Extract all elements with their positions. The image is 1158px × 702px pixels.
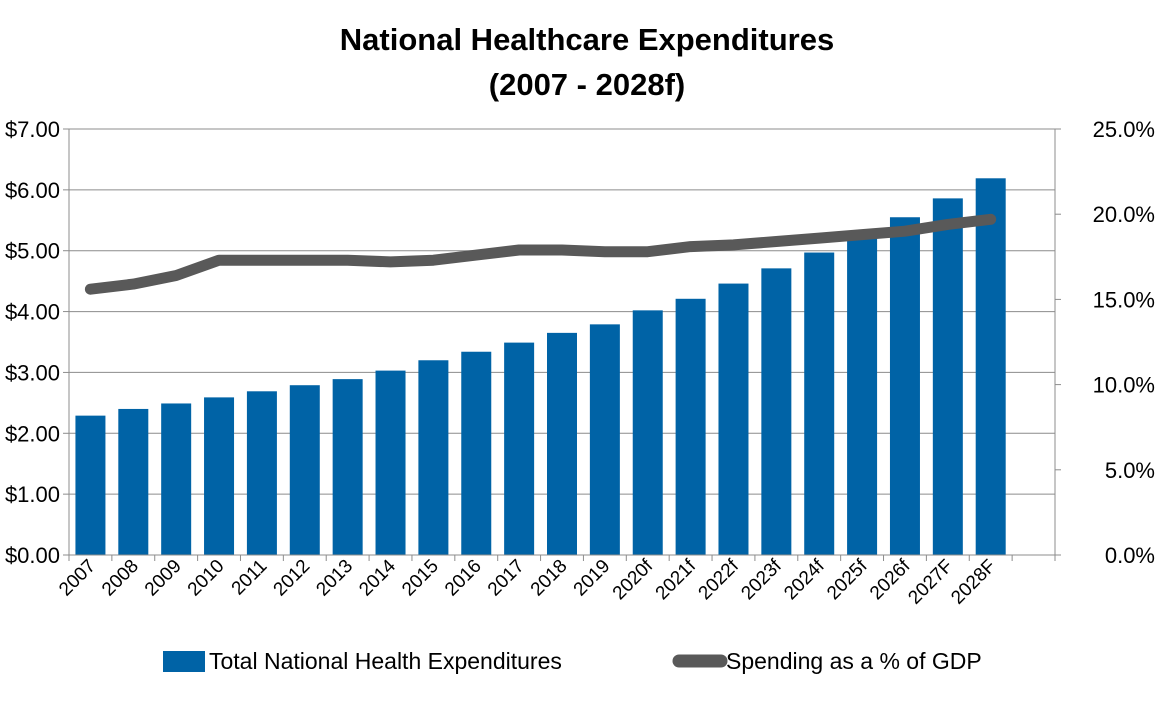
bar-2027F <box>933 198 963 555</box>
right-tick-label: 25.0% <box>1093 117 1155 142</box>
x-tick-label: 2022f <box>695 555 744 604</box>
x-tick-label: 2020f <box>609 555 658 604</box>
x-tick-label: 2010 <box>184 556 229 601</box>
right-tick-label: 5.0% <box>1105 458 1155 483</box>
left-tick-label: $0.00 <box>5 543 60 568</box>
legend-line-label: Spending as a % of GDP <box>726 648 982 674</box>
right-tick-label: 20.0% <box>1093 202 1155 227</box>
x-tick-label: 2018 <box>527 556 572 601</box>
x-tick-label: 2009 <box>141 556 186 601</box>
bar-2009 <box>161 403 191 555</box>
bar-2015 <box>418 360 448 555</box>
x-tick-label: 2021f <box>652 555 701 604</box>
bar-2016 <box>461 352 491 555</box>
left-tick-label: $5.00 <box>5 239 60 264</box>
x-tick-label: 2028F <box>947 556 1000 609</box>
legend: Total National Health Expenditures Spend… <box>163 648 982 674</box>
left-tick-label: $6.00 <box>5 178 60 203</box>
right-tick-label: 10.0% <box>1093 373 1155 398</box>
left-tick-label: $2.00 <box>5 421 60 446</box>
x-tick-label: 2025f <box>823 555 872 604</box>
bar-2011 <box>247 391 277 555</box>
chart-title-line1: National Healthcare Expenditures <box>340 22 834 57</box>
x-tick-label: 2024f <box>780 555 829 604</box>
bar-2019 <box>590 324 620 555</box>
x-tick-label: 2007 <box>55 556 100 601</box>
x-tick-label: 2015 <box>398 556 443 601</box>
x-tick-label: 2023f <box>737 555 786 604</box>
bar-2025f <box>847 234 877 555</box>
bar-2023f <box>761 268 791 555</box>
bar-2007 <box>75 416 105 555</box>
bar-2013 <box>333 379 363 555</box>
bar-2021f <box>676 299 706 555</box>
x-tick-label: 2008 <box>98 556 143 601</box>
right-tick-label: 0.0% <box>1105 543 1155 568</box>
x-tick-label: 2013 <box>312 556 357 601</box>
left-tick-label: $1.00 <box>5 482 60 507</box>
bar-2017 <box>504 343 534 555</box>
bar-2024f <box>804 253 834 555</box>
legend-bar-label: Total National Health Expenditures <box>209 648 562 674</box>
x-tick-label: 2019 <box>570 556 615 601</box>
chart-title-line2: (2007 - 2028f) <box>489 67 685 102</box>
x-tick-label: 2017 <box>484 556 529 601</box>
bar-2020f <box>633 310 663 555</box>
legend-bar-swatch <box>163 651 205 672</box>
bar-2012 <box>290 385 320 555</box>
left-tick-label: $3.00 <box>5 360 60 385</box>
x-tick-label: 2014 <box>355 555 400 600</box>
right-tick-label: 15.0% <box>1093 287 1155 312</box>
bar-2026f <box>890 217 920 555</box>
bar-2008 <box>118 409 148 555</box>
left-tick-label: $7.00 <box>5 117 60 142</box>
bar-2022f <box>718 284 748 555</box>
bar-2018 <box>547 333 577 555</box>
bar-2010 <box>204 397 234 555</box>
x-tick-label: 2012 <box>270 556 315 601</box>
x-tick-label: 2016 <box>441 556 486 601</box>
bar-2014 <box>376 371 406 555</box>
bar-2028F <box>976 178 1006 555</box>
x-tick-label: 2011 <box>228 556 272 600</box>
left-tick-label: $4.00 <box>5 300 60 325</box>
x-tick-label: 2027F <box>904 556 957 609</box>
